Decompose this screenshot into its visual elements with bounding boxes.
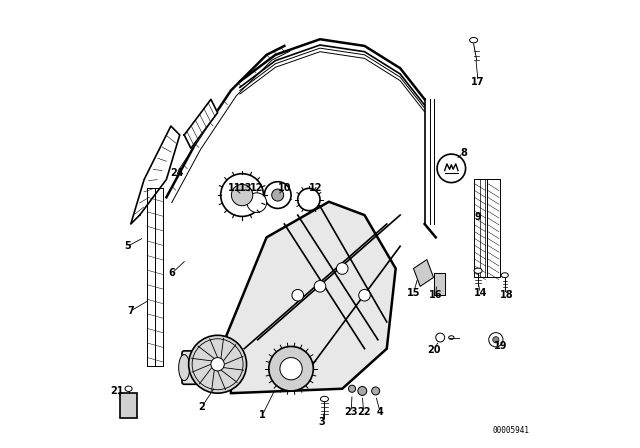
FancyBboxPatch shape bbox=[182, 351, 220, 384]
Text: 8: 8 bbox=[460, 148, 467, 158]
Circle shape bbox=[359, 289, 371, 301]
Text: 7: 7 bbox=[127, 306, 134, 316]
Polygon shape bbox=[131, 126, 180, 224]
Text: 00005941: 00005941 bbox=[492, 426, 529, 435]
Ellipse shape bbox=[125, 386, 132, 392]
Circle shape bbox=[358, 387, 367, 396]
Circle shape bbox=[314, 280, 326, 292]
Text: 20: 20 bbox=[427, 345, 440, 354]
Circle shape bbox=[264, 182, 291, 208]
Text: 9: 9 bbox=[475, 212, 481, 222]
Ellipse shape bbox=[321, 396, 328, 402]
Text: 24: 24 bbox=[170, 168, 184, 178]
Circle shape bbox=[280, 358, 302, 380]
Circle shape bbox=[436, 333, 445, 342]
Ellipse shape bbox=[501, 273, 508, 278]
Text: 13: 13 bbox=[239, 183, 253, 194]
Circle shape bbox=[211, 358, 224, 371]
Circle shape bbox=[272, 189, 284, 201]
Polygon shape bbox=[487, 180, 500, 277]
Text: 4: 4 bbox=[377, 407, 383, 417]
Text: 14: 14 bbox=[474, 288, 487, 298]
Circle shape bbox=[489, 332, 503, 347]
Text: 5: 5 bbox=[124, 241, 131, 251]
Polygon shape bbox=[184, 99, 218, 148]
Circle shape bbox=[247, 193, 267, 212]
Polygon shape bbox=[227, 202, 396, 393]
Text: 19: 19 bbox=[493, 341, 507, 351]
Circle shape bbox=[437, 154, 465, 183]
Polygon shape bbox=[433, 273, 445, 295]
Text: 15: 15 bbox=[407, 288, 420, 298]
Polygon shape bbox=[413, 260, 433, 286]
Circle shape bbox=[292, 289, 303, 301]
Circle shape bbox=[221, 174, 264, 216]
Text: 16: 16 bbox=[429, 290, 442, 300]
Circle shape bbox=[493, 336, 499, 343]
Text: 10: 10 bbox=[278, 183, 291, 194]
Text: 18: 18 bbox=[500, 290, 514, 300]
Text: 2: 2 bbox=[198, 401, 205, 412]
Ellipse shape bbox=[212, 354, 223, 381]
Text: 3: 3 bbox=[319, 417, 326, 427]
Circle shape bbox=[349, 385, 356, 392]
Circle shape bbox=[189, 335, 246, 393]
Circle shape bbox=[232, 185, 253, 206]
Text: 6: 6 bbox=[169, 268, 175, 278]
Polygon shape bbox=[474, 180, 487, 277]
Ellipse shape bbox=[470, 38, 477, 43]
Ellipse shape bbox=[449, 336, 454, 339]
Circle shape bbox=[337, 263, 348, 274]
Circle shape bbox=[372, 387, 380, 395]
Text: 21: 21 bbox=[110, 386, 124, 396]
Ellipse shape bbox=[179, 354, 190, 381]
Text: 12: 12 bbox=[308, 183, 323, 194]
Text: 22: 22 bbox=[357, 407, 371, 417]
Text: 12: 12 bbox=[250, 183, 264, 194]
Circle shape bbox=[298, 188, 320, 211]
Text: 17: 17 bbox=[471, 77, 485, 86]
Text: 1: 1 bbox=[259, 410, 266, 420]
Ellipse shape bbox=[474, 268, 482, 273]
FancyBboxPatch shape bbox=[120, 393, 138, 418]
Text: 23: 23 bbox=[344, 407, 358, 417]
Circle shape bbox=[269, 346, 314, 391]
Text: 11: 11 bbox=[228, 183, 241, 194]
